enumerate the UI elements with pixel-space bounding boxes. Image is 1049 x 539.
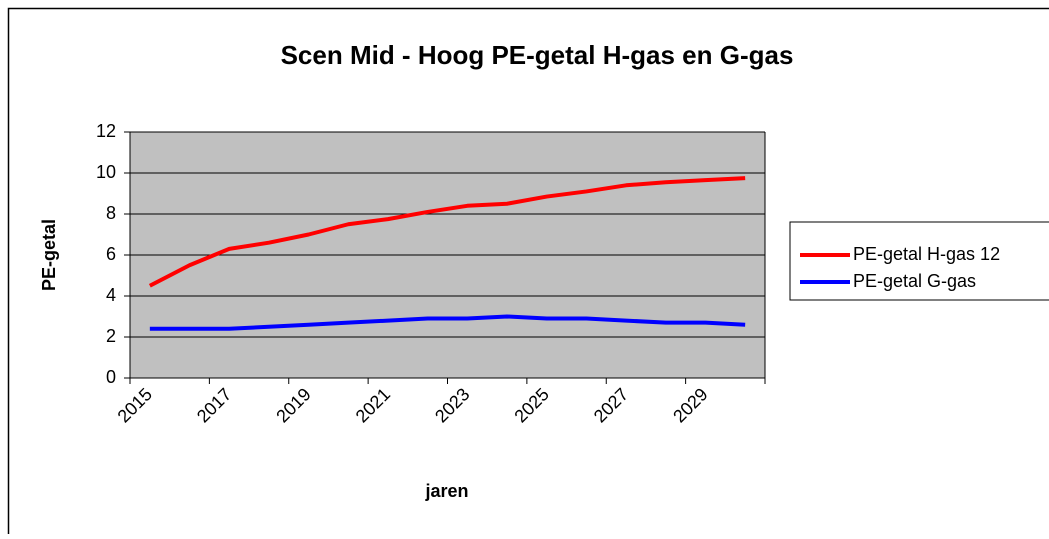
y-tick-label: 8	[106, 203, 116, 223]
chart-title: Scen Mid - Hoog PE-getal H-gas en G-gas	[281, 40, 794, 70]
y-tick-label: 6	[106, 244, 116, 264]
y-tick-label: 4	[106, 285, 116, 305]
legend-label: PE-getal H-gas 12	[853, 244, 1000, 264]
x-axis-label: jaren	[424, 481, 468, 501]
legend-label: PE-getal G-gas	[853, 271, 976, 291]
y-tick-label: 10	[96, 162, 116, 182]
y-axis-label: PE-getal	[39, 219, 59, 291]
y-tick-label: 0	[106, 367, 116, 387]
y-tick-label: 12	[96, 121, 116, 141]
y-tick-label: 2	[106, 326, 116, 346]
